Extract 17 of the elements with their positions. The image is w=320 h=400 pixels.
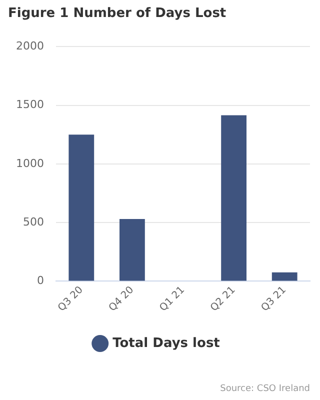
x-tick-label: Q3 20 xyxy=(56,284,86,314)
y-tick-label: 2000 xyxy=(16,39,44,52)
x-tick-label: Q3 21 xyxy=(259,284,289,314)
chart-title: Figure 1 Number of Days Lost xyxy=(8,6,226,21)
y-tick-label: 1500 xyxy=(16,98,44,112)
bar xyxy=(68,134,94,281)
source-note: Source: CSO Ireland xyxy=(220,384,310,394)
y-tick-label: 500 xyxy=(22,215,44,228)
x-tick-label: Q4 20 xyxy=(107,284,136,314)
y-tick-label: 1000 xyxy=(16,156,44,170)
bar xyxy=(119,219,145,281)
bar xyxy=(221,115,246,281)
legend-label: Total Days lost xyxy=(112,336,220,351)
y-tick-label: 0 xyxy=(36,274,44,288)
bar xyxy=(272,272,298,281)
x-tick-label: Q2 21 xyxy=(208,284,238,314)
x-tick-label: Q1 21 xyxy=(158,284,187,314)
